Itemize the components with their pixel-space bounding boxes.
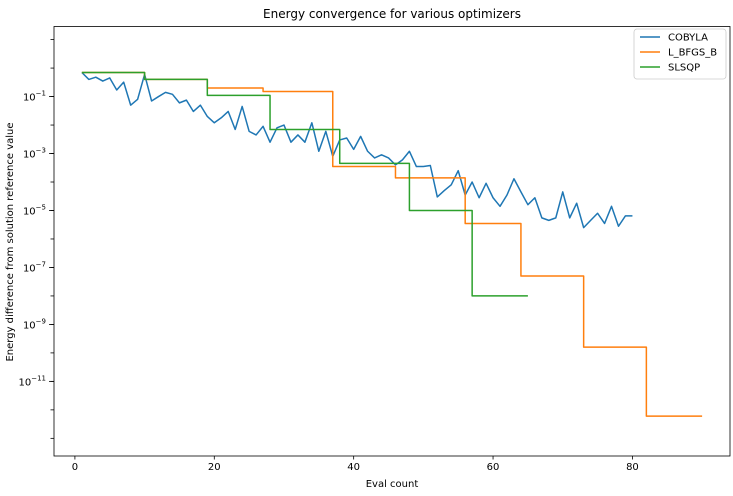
- series-layer: [81, 71, 703, 417]
- x-tick-label: 0: [72, 462, 78, 473]
- x-tick-label: 40: [347, 462, 360, 473]
- y-tick-label: 10−9: [23, 317, 46, 331]
- legend-label: L_BFGS_B: [668, 48, 717, 59]
- series-line-l-bfgs-b: [81, 71, 703, 417]
- legend: COBYLA L_BFGS_B SLSQP: [633, 28, 727, 80]
- series-line-cobyla: [81, 71, 633, 229]
- y-tick-label: 10−3: [23, 147, 46, 161]
- x-tick-label: 80: [626, 462, 639, 473]
- legend-label: SLSQP: [668, 63, 700, 74]
- y-tick-label: 10−1: [23, 90, 46, 104]
- y-ticks: 10−11 10−9 10−7 10−5 10−3 10−1: [18, 39, 54, 439]
- y-tick-label: 10−11: [18, 374, 46, 388]
- y-tick-label: 10−7: [23, 260, 46, 274]
- y-axis-label: Energy difference from solution referenc…: [5, 122, 16, 361]
- legend-label: COBYLA: [668, 33, 708, 44]
- chart-title: Energy convergence for various optimizer…: [263, 7, 521, 21]
- x-axis-label: Eval count: [366, 479, 419, 490]
- x-tick-label: 60: [487, 462, 500, 473]
- plot-frame: [53, 26, 731, 457]
- x-tick-label: 20: [208, 462, 221, 473]
- x-ticks: 0 20 40 60 80: [72, 456, 639, 473]
- series-line-slsqp: [81, 71, 528, 297]
- y-tick-label: 10−5: [23, 203, 46, 217]
